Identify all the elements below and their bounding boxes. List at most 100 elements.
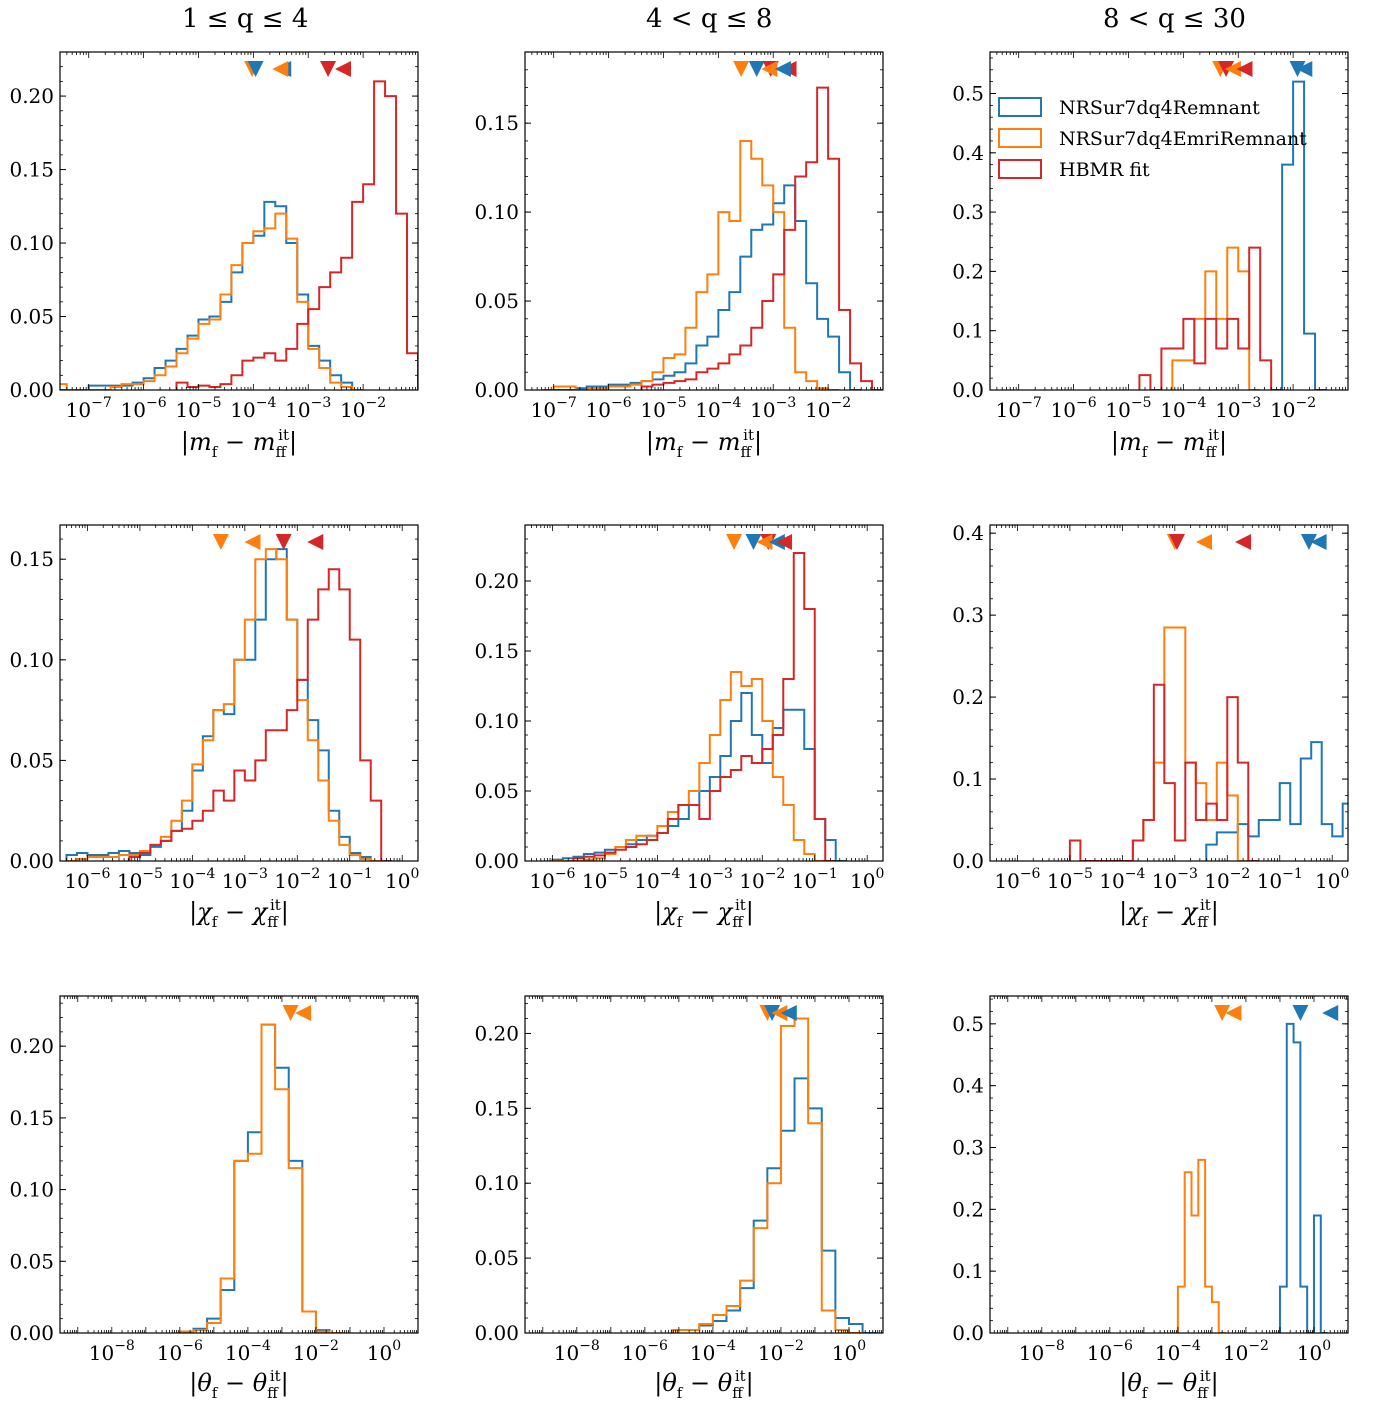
- axes-frame: [989, 995, 1349, 1334]
- column-title-2: 4 < q ≤ 8: [646, 4, 773, 34]
- y-tick-label: 0.10: [474, 709, 519, 733]
- x-tick-label: 10−7: [66, 395, 112, 422]
- x-tick-label: 10−3: [1152, 866, 1198, 893]
- legend-label: NRSur7dq4EmriRemnant: [1059, 128, 1307, 150]
- x-tick-label: 10−6: [529, 866, 575, 893]
- median-marker: [1292, 1005, 1309, 1021]
- series-hbmr-fit: [572, 552, 836, 861]
- x-tick-label: 10−6: [157, 1338, 203, 1365]
- series-nrsur7dq4emriremnant: [66, 548, 382, 861]
- median-marker: [1168, 534, 1185, 550]
- y-tick-label: 0.15: [474, 1096, 519, 1120]
- series-nrsur7dq4emriremnant: [671, 1017, 863, 1333]
- x-tick-label: 10−2: [739, 866, 785, 893]
- x-tick-label: 10−4: [1155, 1338, 1201, 1365]
- x-tick-label: 10−4: [1160, 395, 1206, 422]
- x-tick-label: 10−2: [1204, 866, 1250, 893]
- x-tick-label: 10−8: [554, 1338, 600, 1365]
- x-tick-label: 10−3: [687, 866, 733, 893]
- percentile-marker: [1322, 1005, 1339, 1021]
- median-marker: [748, 61, 765, 77]
- x-tick-label: 10−3: [1215, 395, 1261, 422]
- x-tick-label: 10−2: [1223, 1338, 1269, 1365]
- y-tick-label: 0.10: [9, 1178, 54, 1202]
- percentile-marker: [1235, 534, 1252, 550]
- y-tick-label: 0.00: [474, 1321, 519, 1345]
- x-tick-label: 10−2: [293, 1338, 339, 1365]
- median-marker: [247, 61, 264, 77]
- axes-frame: [59, 51, 419, 391]
- x-tick-label: 10−3: [222, 866, 268, 893]
- series-nrsur7dq4remnant: [671, 1077, 877, 1333]
- y-tick-label: 0.2: [952, 685, 984, 709]
- x-tick-label: 100: [850, 866, 884, 893]
- series-hbmr-fit: [1068, 683, 1259, 861]
- y-tick-label: 0.05: [474, 779, 519, 803]
- series-nrsur7dq4emriremnant: [60, 212, 364, 390]
- x-tick-label: 10−6: [121, 395, 167, 422]
- percentile-marker: [1196, 534, 1213, 550]
- panel-row2-col3: 0.0 0.1 0.2 0.3 0.4 10−6 10−5 10−4 10−3 10−2 10−1 1…: [952, 521, 1349, 931]
- y-tick-label: 0.1: [952, 319, 984, 343]
- median-marker: [726, 534, 743, 550]
- series-hbmr-fit: [128, 568, 392, 861]
- y-tick-label: 0.10: [474, 200, 519, 224]
- series-nrsur7dq4emriremnant: [542, 139, 840, 390]
- y-tick-label: 0.2: [952, 1197, 984, 1221]
- percentile-marker: [1296, 61, 1313, 77]
- y-tick-label: 0.00: [9, 378, 54, 402]
- axes-frame: [59, 524, 419, 862]
- median-marker: [275, 534, 292, 550]
- y-tick-label: 0.15: [9, 547, 54, 571]
- y-tick-label: 0.1: [952, 1259, 984, 1283]
- percentile-marker: [334, 61, 351, 77]
- x-axis-label: |θf − θffit|: [189, 1367, 289, 1402]
- series-hbmr-fit: [1138, 246, 1283, 390]
- x-tick-label: 100: [367, 1338, 401, 1365]
- series-nrsur7dq4remnant: [1278, 1022, 1328, 1333]
- series-nrsur7dq4remnant: [60, 200, 364, 390]
- percentile-marker: [1225, 1005, 1242, 1021]
- percentile-marker: [244, 534, 261, 550]
- y-tick-label: 0.05: [474, 289, 519, 313]
- x-tick-label: 10−4: [225, 1338, 271, 1365]
- series-nrsur7dq4remnant: [1281, 80, 1327, 390]
- y-tick-label: 0.5: [952, 82, 984, 106]
- panel-row3-col2: 0.00 0.05 0.10 0.15 0.20 10−8 10−6 10−4 10−2 100 |…: [474, 995, 884, 1402]
- x-tick-label: 10−1: [792, 866, 838, 893]
- x-tick-label: 10−5: [582, 866, 628, 893]
- panel-row2-col2: 0.00 0.05 0.10 0.15 0.20 10−6 10−5 10−4 10−3 10−2…: [474, 524, 884, 931]
- y-tick-label: 0.20: [474, 1021, 519, 1045]
- series-hbmr-fit: [640, 86, 883, 390]
- x-axis-label: |χf − χffit|: [1119, 896, 1219, 931]
- percentile-marker: [1310, 534, 1327, 550]
- x-tick-label: 10−4: [690, 1338, 736, 1365]
- y-tick-label: 0.00: [9, 849, 54, 873]
- percentile-marker: [761, 61, 778, 77]
- median-marker: [212, 534, 229, 550]
- x-tick-label: 100: [385, 866, 419, 893]
- x-tick-label: 10−7: [531, 395, 577, 422]
- x-tick-label: 10−5: [117, 866, 163, 893]
- x-axis-label: |mf − mffit|: [181, 426, 297, 461]
- series-nrsur7dq4emriremnant: [1171, 246, 1261, 390]
- x-tick-label: 10−2: [340, 395, 386, 422]
- percentile-marker: [776, 534, 793, 550]
- y-tick-label: 0.00: [474, 378, 519, 402]
- x-tick-label: 100: [832, 1338, 866, 1365]
- percentile-marker: [307, 534, 324, 550]
- legend-label: NRSur7dq4Remnant: [1059, 97, 1260, 119]
- median-marker: [733, 61, 750, 77]
- x-tick-label: 10−4: [634, 866, 680, 893]
- x-tick-label: 10−4: [695, 395, 741, 422]
- percentile-marker: [771, 1005, 788, 1021]
- legend: NRSur7dq4Remnant NRSur7dq4EmriRemnant HBMR…: [998, 97, 1307, 181]
- axes-frame: [59, 995, 419, 1334]
- y-tick-label: 0.5: [952, 1012, 984, 1036]
- median-marker: [1300, 534, 1317, 550]
- median-marker: [745, 534, 762, 550]
- y-tick-label: 0.15: [9, 158, 54, 182]
- y-tick-label: 0.20: [9, 84, 54, 108]
- percentile-marker: [1236, 61, 1253, 77]
- y-tick-label: 0.0: [952, 378, 984, 402]
